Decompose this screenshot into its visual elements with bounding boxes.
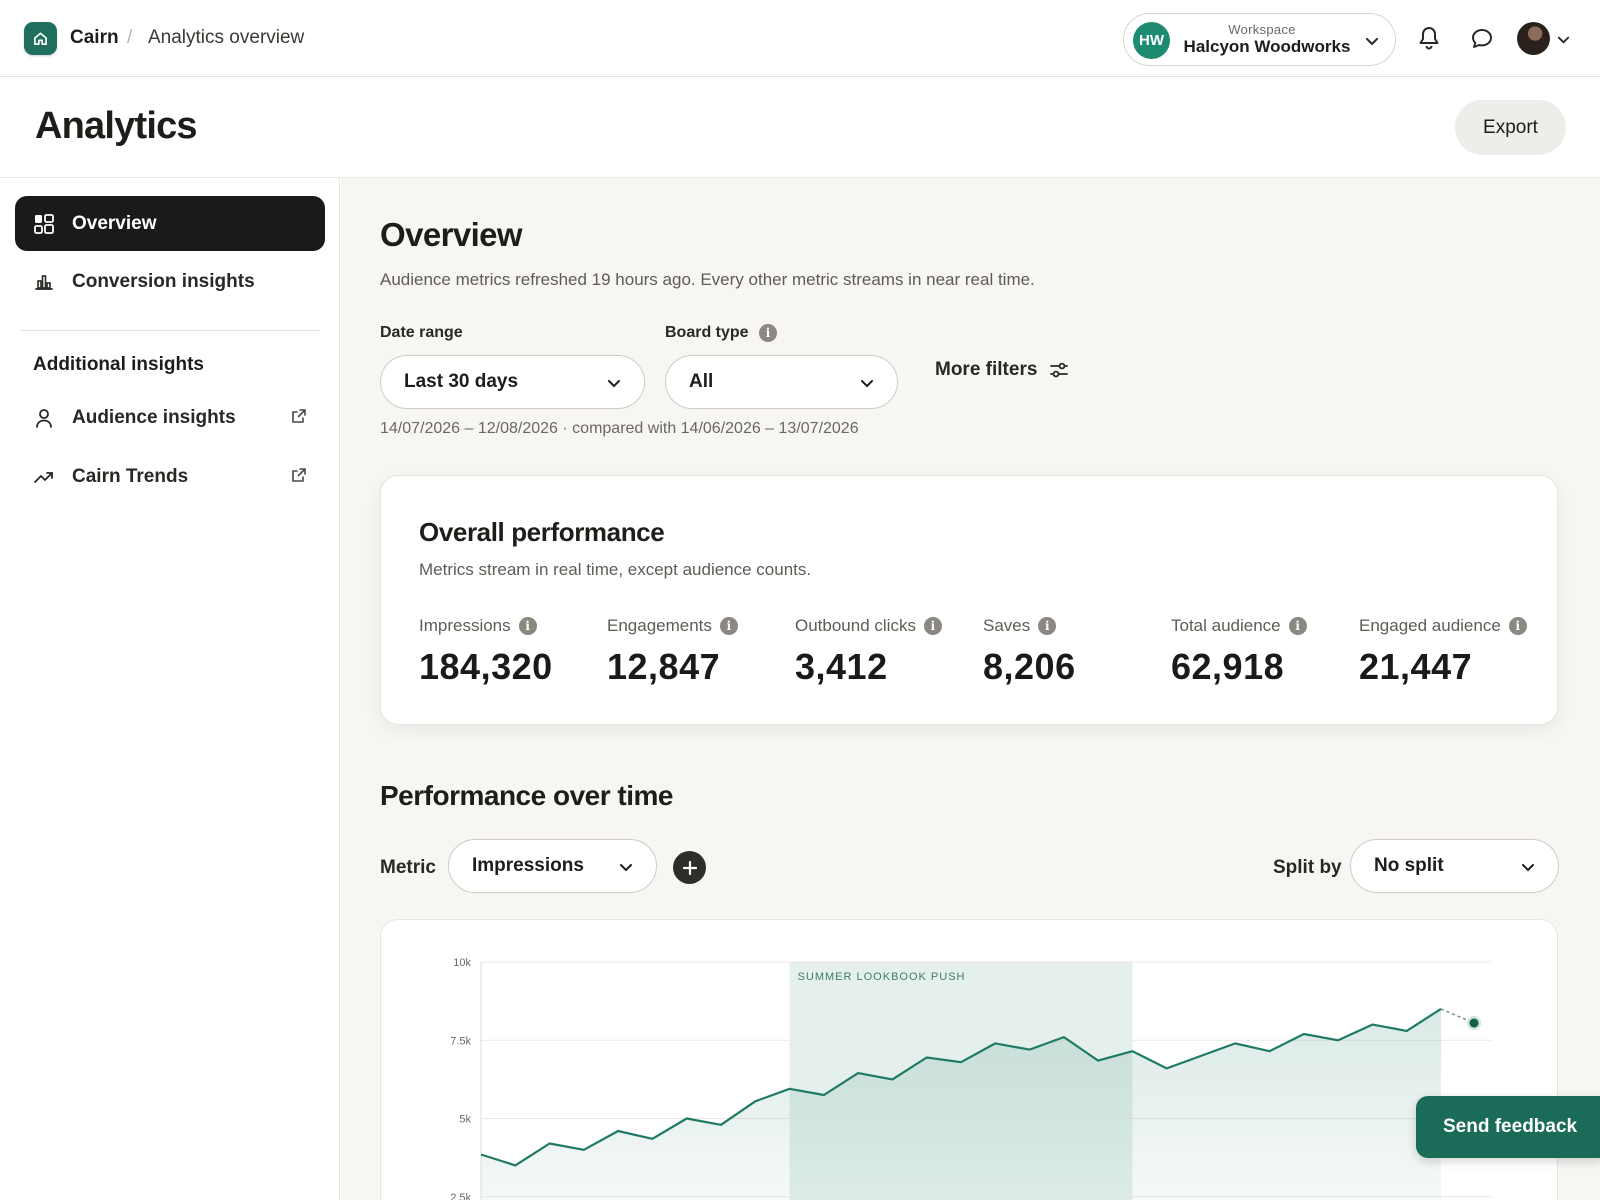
stat-saves[interactable]: Saves i 8,206 [983,616,1076,688]
external-link-icon [292,409,306,423]
stat-total-audience[interactable]: Total audience i 62,918 [1171,616,1307,688]
y-tick-label: 5k [459,1114,471,1126]
projection-point [1469,1018,1479,1028]
export-button[interactable]: Export [1455,100,1566,155]
stat-label: Engaged audience [1359,616,1501,635]
stat-value: 62,918 [1171,646,1285,687]
stat-outbound-clicks[interactable]: Outbound clicks i 3,412 [795,616,942,688]
board-type-label-text: Board type [665,324,749,342]
board-type-select[interactable]: All [665,355,898,409]
stat-value: 8,206 [983,646,1076,687]
chevron-down-icon [1522,864,1534,872]
chevron-down-icon [1366,38,1378,46]
sliders-icon [1050,362,1069,378]
stat-engaged-audience[interactable]: Engaged audience i 21,447 [1359,616,1527,688]
metric-select[interactable]: Impressions [448,839,657,893]
impressions-line-chart[interactable]: SUMMER LOOKBOOK PUSH 10k 7.5k 5k 2.5k [381,920,1559,1200]
date-range-value: Last 30 days [404,371,519,392]
breadcrumb-separator: / [127,27,133,48]
person-icon [33,407,55,429]
add-metric-button[interactable] [673,851,706,884]
breadcrumb-current: Analytics overview [148,27,305,48]
y-tick-label: 7.5k [450,1035,471,1047]
board-type-label: Board type i [665,324,778,342]
info-icon[interactable]: i [1508,617,1527,635]
card-title: Overall performance [419,517,665,547]
info-icon[interactable]: i [1288,617,1307,635]
stat-value: 3,412 [795,646,888,687]
date-range-label: Date range [380,324,463,341]
home-icon[interactable] [24,22,57,55]
stat-value: 184,320 [419,646,553,687]
chevron-down-icon[interactable] [1556,32,1571,47]
split-by-label: Split by [1273,857,1342,878]
bell-icon[interactable] [1418,25,1440,51]
split-by-value: No split [1374,855,1444,876]
stat-value: 21,447 [1359,646,1473,687]
chevron-down-icon [861,380,873,388]
send-feedback-button[interactable]: Send feedback [1416,1096,1600,1158]
plus-icon [682,860,697,875]
sidebar-item-label: Audience insights [72,406,236,428]
info-icon[interactable]: i [759,324,778,342]
metric-value: Impressions [472,855,584,876]
workspace-name: Halcyon Woodworks [1183,37,1351,56]
sidebar-item-label: Overview [72,212,157,234]
section-title: Overview [380,216,523,253]
stat-label: Total audience [1171,616,1281,635]
stat-label: Saves [983,616,1031,635]
performance-chart-card: SUMMER LOOKBOOK PUSH 10k 7.5k 5k 2.5k [380,919,1558,1200]
info-icon[interactable]: i [923,617,942,635]
date-range-note: 14/07/2026 – 12/08/2026 · compared with … [380,420,859,437]
performance-over-time-title: Performance over time [380,780,673,811]
grid-icon [33,213,55,235]
overall-performance-card: Overall performance Metrics stream in re… [380,475,1558,725]
board-type-value: All [689,371,714,392]
page-title: Analytics [35,105,198,147]
stat-label: Engagements [607,616,712,635]
trend-icon [33,466,55,488]
y-tick-label: 2.5k [450,1192,471,1200]
more-filters-label: More filters [935,359,1038,380]
chevron-down-icon [608,380,620,388]
chat-icon[interactable] [1470,27,1494,51]
sidebar-item-conversion-insights[interactable]: Conversion insights [15,254,325,309]
sidebar-item-label: Cairn Trends [72,465,189,487]
info-icon[interactable]: i [719,617,738,635]
section-subtitle: Audience metrics refreshed 19 hours ago.… [380,270,1035,289]
stat-engagements[interactable]: Engagements i 12,847 [607,616,738,688]
bar-chart-icon [33,271,55,293]
sidebar-item-overview[interactable]: Overview [15,196,325,251]
sidebar-item-label: Conversion insights [72,270,255,292]
top-bar: Cairn / Analytics overview HW Workspace … [0,0,1600,77]
workspace-switcher[interactable]: HW Workspace Halcyon Woodworks [1123,13,1396,66]
page-header: Analytics Export [0,77,1600,178]
chevron-down-icon [620,864,632,872]
brand-name[interactable]: Cairn [70,27,119,48]
more-filters-button[interactable]: More filters [935,359,1069,381]
metric-label: Metric [380,857,436,878]
user-avatar[interactable] [1517,22,1550,55]
y-tick-label: 10k [453,957,471,969]
split-by-select[interactable]: No split [1350,839,1559,893]
sidebar-item-cairn-trends[interactable]: Cairn Trends [15,449,325,504]
workspace-label: Workspace [1228,22,1296,37]
annotation-label: SUMMER LOOKBOOK PUSH [798,971,966,983]
stat-impressions[interactable]: Impressions i 184,320 [419,616,553,688]
info-icon[interactable]: i [518,617,537,635]
workspace-avatar: HW [1133,22,1170,59]
sidebar: Overview Conversion insights Additional … [0,178,340,1200]
sidebar-section-title: Additional insights [33,354,204,375]
sidebar-divider [20,330,320,331]
series-line [480,1007,1442,1167]
sidebar-item-audience-insights[interactable]: Audience insights [15,390,325,445]
stat-label: Impressions [419,616,511,635]
card-subtitle: Metrics stream in real time, except audi… [419,560,812,579]
external-link-icon [292,468,306,482]
date-range-select[interactable]: Last 30 days [380,355,645,409]
stat-label: Outbound clicks [795,616,916,635]
main-content: Overview Audience metrics refreshed 19 h… [341,178,1600,1200]
info-icon[interactable]: i [1038,617,1057,635]
stat-value: 12,847 [607,646,721,687]
